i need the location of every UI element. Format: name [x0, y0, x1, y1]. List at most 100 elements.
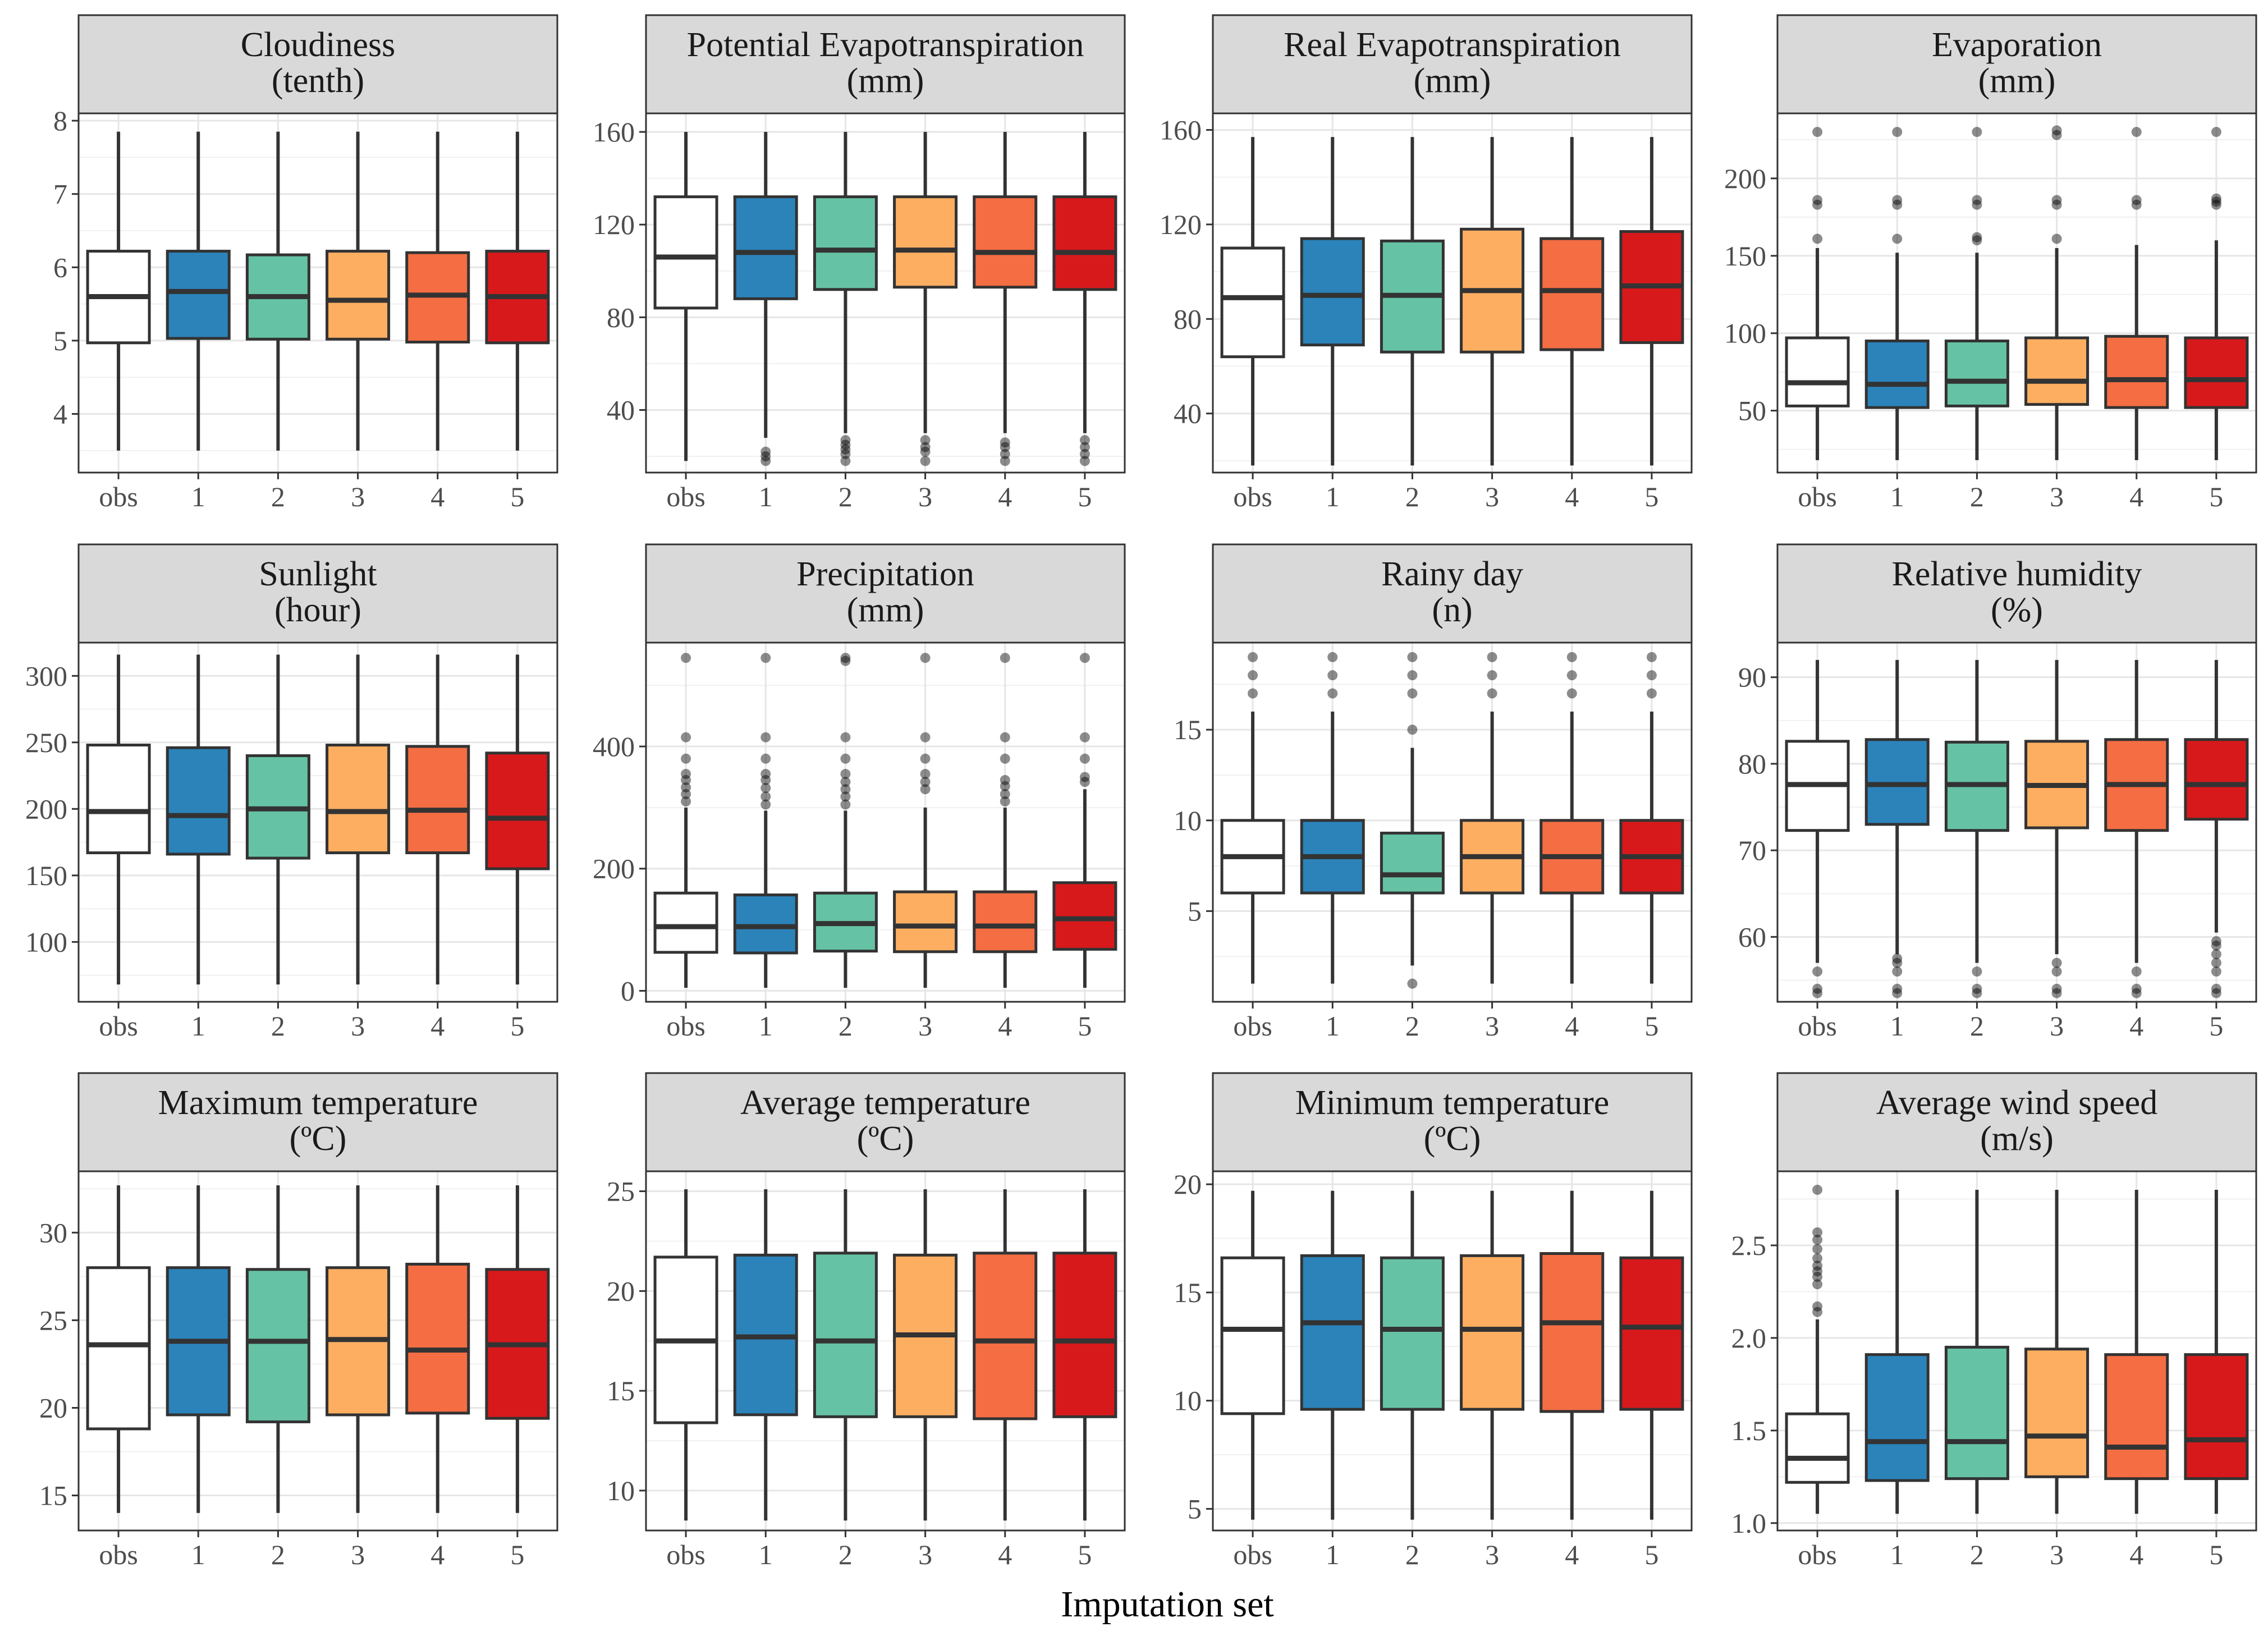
- x-tick-label: 5: [2209, 1539, 2223, 1570]
- iqr-box: [485, 751, 550, 870]
- facet-panel: Potential Evapotranspiration(mm) 40 80 120 1…: [593, 14, 1126, 512]
- y-tick-label: 8: [53, 105, 67, 136]
- x-tick-label: 1: [1326, 1010, 1340, 1042]
- outlier-point: [920, 777, 931, 787]
- iqr-box: [1460, 1254, 1525, 1411]
- iqr-box: [1864, 1353, 1930, 1482]
- iqr-box: [2184, 738, 2249, 821]
- outlier-point: [2211, 936, 2221, 947]
- x-tick-label: 3: [351, 1539, 365, 1570]
- outlier-point: [1248, 688, 1258, 699]
- iqr-box: [326, 744, 391, 855]
- outlier-point: [2211, 988, 2221, 998]
- facet-unit: (%): [1991, 591, 2043, 629]
- facet-title: Precipitation: [796, 555, 974, 593]
- iqr-box: [1540, 237, 1605, 351]
- outlier-point: [840, 799, 851, 810]
- facet-strip: [1212, 14, 1693, 114]
- outlier-point: [2131, 127, 2142, 138]
- x-tick-label: 4: [1565, 1010, 1579, 1042]
- outlier-point: [840, 791, 851, 802]
- x-tick-label: obs: [1233, 1539, 1272, 1570]
- outlier-point: [1000, 753, 1010, 764]
- panel-border: [1776, 112, 2257, 474]
- outlier-point: [1407, 670, 1418, 681]
- outlier-point: [840, 439, 851, 450]
- facet-strip: [1776, 1072, 2257, 1172]
- outlier-point: [1812, 1279, 1823, 1290]
- iqr-box: [2184, 1353, 2249, 1481]
- box-4: [973, 653, 1038, 988]
- outlier-point: [1079, 753, 1090, 764]
- outlier-point: [1972, 235, 1982, 246]
- box-obs: [653, 653, 718, 988]
- outlier-point: [1327, 688, 1338, 699]
- outlier-point: [840, 777, 851, 787]
- panel-border: [645, 112, 1126, 474]
- y-tick-label: 25: [39, 1304, 67, 1336]
- iqr-box: [893, 890, 958, 954]
- outlier-point: [920, 784, 931, 795]
- y-tick-label: 15: [607, 1375, 635, 1406]
- y-tick-label: 120: [593, 209, 635, 240]
- outlier-point: [920, 446, 931, 457]
- x-tick-label: 3: [1485, 1539, 1499, 1570]
- outlier-point: [1079, 777, 1090, 787]
- box-1: [166, 131, 231, 451]
- panel-border: [645, 1170, 1126, 1532]
- outlier-point: [681, 775, 691, 785]
- x-tick-label: 2: [839, 1010, 853, 1042]
- facet-panel: Maximum temperature(ºC) 15 20 25 30 obs 1 2 3 4 5: [39, 1072, 558, 1570]
- iqr-box: [166, 746, 231, 856]
- facet-title: Cloudiness: [241, 26, 396, 64]
- box-5: [1619, 137, 1684, 466]
- iqr-box: [1944, 1345, 2009, 1481]
- outlier-point: [1000, 653, 1010, 663]
- outlier-point: [760, 775, 771, 785]
- outlier-point: [2051, 233, 2062, 244]
- x-tick-label: 4: [2129, 1010, 2143, 1042]
- iqr-box: [1052, 1252, 1117, 1418]
- y-tick-label: 400: [593, 731, 635, 762]
- outlier-point: [1000, 775, 1010, 785]
- plot-background: [1213, 643, 1692, 1002]
- iqr-box: [733, 195, 798, 300]
- facet-title: Rainy day: [1381, 555, 1523, 593]
- x-tick-label: 4: [430, 1010, 445, 1042]
- box-5: [2184, 1189, 2249, 1514]
- box-obs: [86, 654, 151, 985]
- box-obs: [86, 131, 151, 451]
- outlier-point: [1000, 732, 1010, 743]
- outlier-point: [1972, 983, 1982, 994]
- box-obs: [653, 1189, 718, 1521]
- y-tick-label: 80: [1738, 748, 1766, 780]
- facet-title: Average temperature: [740, 1084, 1030, 1122]
- outlier-point: [840, 456, 851, 466]
- outlier-point: [1812, 1272, 1823, 1282]
- box-4: [973, 1189, 1038, 1521]
- outlier-point: [2051, 988, 2062, 998]
- panel-border: [77, 112, 558, 474]
- outlier-point: [1000, 448, 1010, 459]
- iqr-box: [1540, 1252, 1605, 1413]
- facet-title: Minimum temperature: [1295, 1084, 1610, 1122]
- facet-unit: (ºC): [1424, 1120, 1481, 1158]
- box-5: [1619, 652, 1684, 984]
- outlier-point: [1812, 983, 1823, 994]
- plot-background: [646, 113, 1125, 473]
- y-tick-label: 15: [1174, 714, 1202, 745]
- outlier-point: [1000, 796, 1010, 806]
- panel-border: [1776, 1170, 2257, 1532]
- outlier-point: [1812, 199, 1823, 210]
- x-tick-label: 4: [430, 481, 445, 512]
- outlier-point: [681, 796, 691, 806]
- outlier-point: [1407, 652, 1418, 662]
- x-tick-label: 2: [1405, 1539, 1419, 1570]
- x-tick-label: obs: [99, 1539, 138, 1570]
- box-4: [405, 654, 470, 985]
- box-5: [2184, 127, 2249, 460]
- iqr-box: [1220, 1256, 1285, 1415]
- outlier-point: [760, 451, 771, 462]
- outlier-point: [2131, 195, 2142, 205]
- x-tick-label: 4: [2129, 481, 2143, 512]
